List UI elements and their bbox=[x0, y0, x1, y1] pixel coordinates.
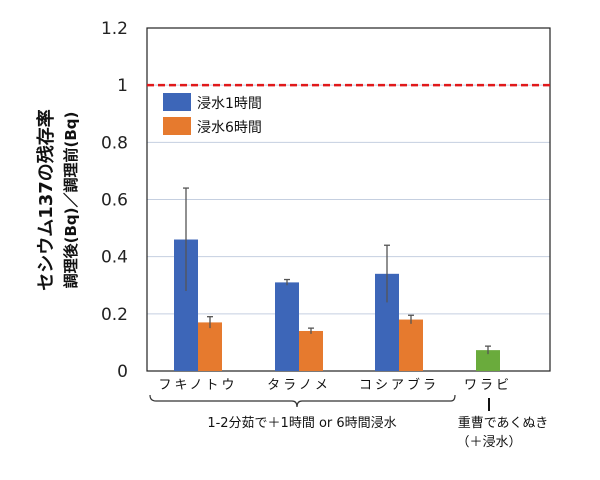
plot-frame bbox=[146, 27, 551, 372]
category-label: フキノトウ bbox=[158, 378, 237, 393]
legend-label-1h: 浸水1時間 bbox=[197, 96, 262, 112]
y-tick-label: 1.2 bbox=[101, 19, 128, 39]
bar bbox=[299, 330, 323, 371]
bar bbox=[399, 319, 423, 371]
category-label: ワラビ bbox=[464, 378, 512, 393]
warabi-note-2: （＋浸水） bbox=[456, 435, 521, 450]
group-brace bbox=[149, 394, 456, 408]
y-tick-label: 0.6 bbox=[101, 191, 128, 211]
legend-swatch-6h bbox=[163, 117, 191, 135]
y-tick-label: 1 bbox=[117, 76, 128, 96]
y-tick-label: 0.2 bbox=[101, 305, 128, 325]
group-note: 1-2分茹で＋1時間 or 6時間浸水 bbox=[207, 416, 396, 431]
y-axis-label-2: 調理後(Bq)／調理前(Bq) bbox=[62, 112, 80, 289]
y-tick-label: 0.4 bbox=[101, 248, 128, 268]
warabi-note-1: 重曹であくぬき bbox=[458, 415, 549, 431]
y-tick-label: 0 bbox=[117, 362, 128, 382]
legend-label-6h: 浸水6時間 bbox=[197, 120, 262, 136]
y-axis-label: セシウム137の残存率 bbox=[35, 109, 57, 291]
category-label: コシアブラ bbox=[359, 377, 439, 393]
legend-swatch-1h bbox=[163, 93, 191, 111]
bar bbox=[275, 282, 299, 371]
legend: 浸水1時間 浸水6時間 bbox=[163, 93, 262, 136]
bar bbox=[476, 350, 500, 371]
y-tick-label: 0.8 bbox=[101, 133, 128, 153]
bar bbox=[198, 322, 222, 371]
category-label: タラノメ bbox=[267, 378, 331, 393]
